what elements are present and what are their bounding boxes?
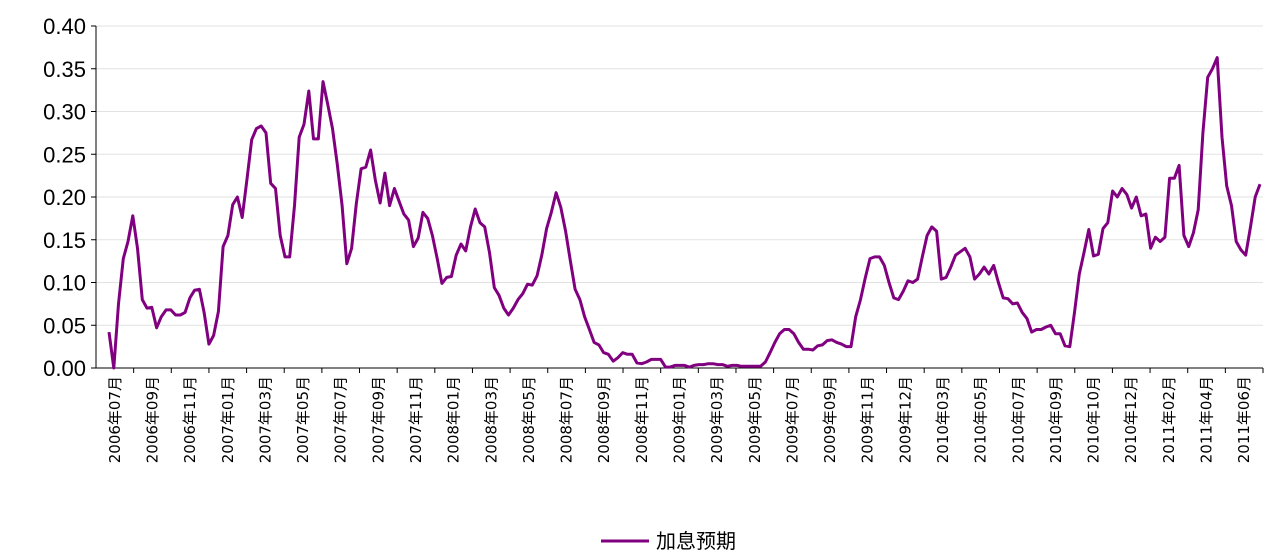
x-tick-label: 2006年11月 — [181, 376, 199, 463]
y-tick-label: 0.35 — [43, 57, 86, 82]
x-tick-label: 2007年05月 — [294, 376, 312, 463]
x-tick-label: 2007年09月 — [369, 376, 387, 463]
x-tick-label: 2008年11月 — [633, 376, 651, 463]
x-tick-label: 2010年05月 — [972, 376, 990, 463]
x-tick-label: 2011年06月 — [1235, 376, 1253, 463]
x-tick-label: 2011年04月 — [1198, 376, 1216, 463]
x-axis-ticks: 2006年07月 2006年09月 2006年11月 2007年01月 2007年03月… — [106, 368, 1264, 463]
x-tick-label: 2009年09月 — [821, 376, 839, 463]
x-tick-label: 2008年03月 — [482, 376, 500, 463]
y-tick-label: 0.10 — [43, 271, 86, 296]
series-layer — [107, 56, 1262, 370]
x-tick-label: 2009年03月 — [708, 376, 726, 463]
x-tick-label: 2007年07月 — [332, 376, 350, 463]
x-tick-label: 2009年11月 — [859, 376, 877, 463]
legend-label: 加息预期 — [656, 529, 736, 553]
x-tick-label: 2009年01月 — [671, 376, 689, 463]
x-tick-label: 2010年09月 — [1047, 376, 1065, 463]
x-tick-label: 2011年02月 — [1160, 376, 1178, 463]
x-tick-label: 2009年05月 — [746, 376, 764, 463]
x-tick-label: 2007年11月 — [407, 376, 425, 463]
x-tick-label: 2009年12月 — [896, 376, 914, 463]
x-tick-label: 2008年01月 — [445, 376, 463, 463]
x-tick-label: 2008年07月 — [558, 376, 576, 463]
y-tick-label: 0.40 — [43, 14, 86, 39]
x-tick-label: 2010年10月 — [1085, 376, 1103, 463]
x-tick-label: 2008年05月 — [520, 376, 538, 463]
x-tick-label: 2007年01月 — [219, 376, 237, 463]
x-tick-label: 2006年09月 — [143, 376, 161, 463]
y-tick-label: 0.25 — [43, 142, 86, 167]
x-tick-label: 2007年03月 — [256, 376, 274, 463]
y-tick-label: 0.00 — [43, 356, 86, 381]
series-line-0 — [107, 56, 1262, 370]
x-tick-label: 2010年07月 — [1009, 376, 1027, 463]
x-tick-label: 2010年03月 — [934, 376, 952, 463]
y-tick-label: 0.30 — [43, 100, 86, 125]
x-tick-label: 2008年09月 — [595, 376, 613, 463]
y-tick-label: 0.05 — [43, 313, 86, 338]
x-tick-label: 2010年12月 — [1122, 376, 1140, 463]
y-tick-label: 0.20 — [43, 185, 86, 210]
x-tick-label: 2009年07月 — [783, 376, 801, 463]
y-tick-label: 0.15 — [43, 228, 86, 253]
x-tick-label: 2006年07月 — [106, 376, 124, 463]
y-axis-ticks: 0.00 0.05 0.10 0.15 0.20 0.25 0.30 0.35 0.40 — [43, 14, 96, 381]
legend: 加息预期 — [601, 529, 736, 553]
